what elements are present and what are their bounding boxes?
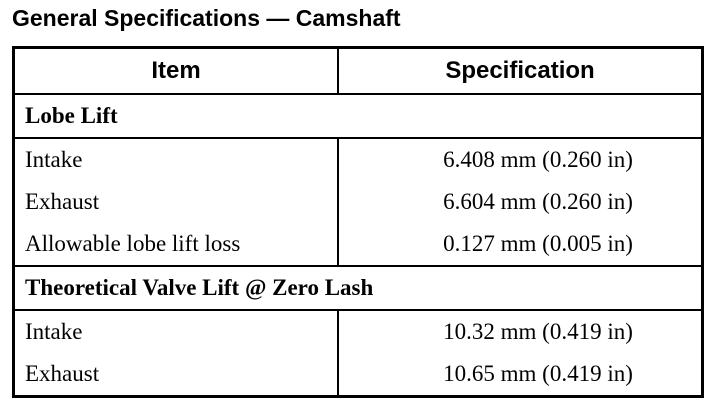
table-row: Exhaust 10.65 mm (0.419 in): [12, 353, 704, 397]
spec-cell: 10.32 mm (0.419 in): [337, 310, 704, 353]
page-title: General Specifications — Camshaft: [12, 5, 401, 31]
item-cell: Intake: [12, 138, 339, 181]
spec-cell: 6.604 mm (0.260 in): [337, 181, 704, 223]
section-label: Lobe Lift: [12, 93, 704, 139]
item-cell: Intake: [12, 310, 339, 353]
header-row: Item Specification: [12, 46, 704, 95]
specifications-table: Item Specification Lobe Lift Intake 6.408…: [12, 46, 704, 398]
spec-cell: 6.408 mm (0.260 in): [337, 138, 704, 181]
spec-cell: 10.65 mm (0.419 in): [337, 353, 704, 397]
table-row: Intake 6.408 mm (0.260 in): [12, 138, 704, 181]
table-row: Exhaust 6.604 mm (0.260 in): [12, 181, 704, 223]
column-header-specification: Specification: [337, 46, 704, 95]
item-cell: Allowable lobe lift loss: [12, 223, 339, 266]
item-cell: Exhaust: [12, 353, 339, 397]
section-row: Theoretical Valve Lift @ Zero Lash: [12, 265, 704, 311]
section-row: Lobe Lift: [12, 93, 704, 139]
table-row: Intake 10.32 mm (0.419 in): [12, 310, 704, 353]
spec-cell: 0.127 mm (0.005 in): [337, 223, 704, 266]
item-cell: Exhaust: [12, 181, 339, 223]
section-label: Theoretical Valve Lift @ Zero Lash: [12, 265, 704, 311]
column-header-item: Item: [12, 46, 339, 95]
table-row: Allowable lobe lift loss 0.127 mm (0.005 …: [12, 223, 704, 266]
